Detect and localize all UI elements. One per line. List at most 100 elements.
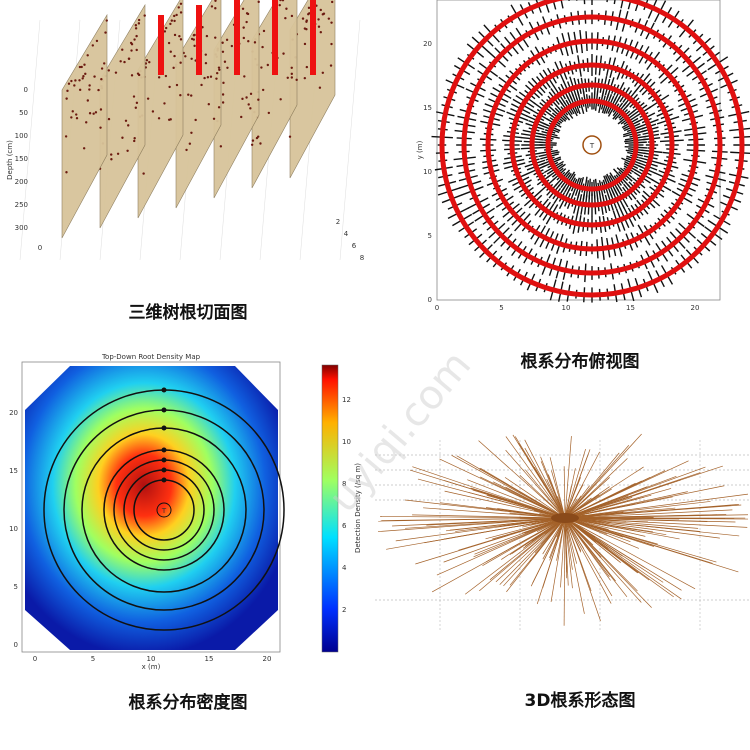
y-tick-label: 15 xyxy=(423,104,432,112)
root xyxy=(386,517,566,550)
root-point xyxy=(132,95,136,98)
root xyxy=(412,514,566,519)
root xyxy=(564,517,573,589)
root-tick xyxy=(613,0,616,5)
slice xyxy=(213,0,260,199)
caption: 3D根系形态图 xyxy=(525,690,636,711)
root-point xyxy=(240,115,243,119)
root-point xyxy=(133,38,136,41)
root xyxy=(564,517,708,523)
root-point xyxy=(319,8,322,12)
x-tick-label: 0 xyxy=(435,304,439,312)
root-point xyxy=(279,98,282,101)
ring-dot xyxy=(161,387,167,393)
ring xyxy=(439,0,745,298)
ring xyxy=(485,38,699,252)
root-point xyxy=(205,34,209,38)
y-tick-label: 5 xyxy=(428,232,432,240)
root-point xyxy=(305,20,308,24)
y-tick-label: 10 xyxy=(423,168,432,176)
root-point xyxy=(242,26,245,29)
root-point xyxy=(193,44,196,48)
root-point xyxy=(221,101,225,104)
root-point xyxy=(121,136,124,139)
root xyxy=(564,436,572,519)
root-point xyxy=(245,96,248,99)
root-point xyxy=(203,76,206,80)
root xyxy=(564,517,713,564)
root xyxy=(564,517,585,614)
root-point xyxy=(303,76,307,80)
root xyxy=(444,490,566,519)
ring-dot xyxy=(161,477,167,483)
root-point xyxy=(169,22,172,26)
root xyxy=(564,517,578,564)
root-point xyxy=(261,88,265,92)
y-tick-label: 20 xyxy=(9,409,18,417)
x-tick-label: 5 xyxy=(499,304,503,312)
root-point xyxy=(330,0,334,4)
root xyxy=(405,517,566,529)
root-point xyxy=(303,27,307,30)
root-point xyxy=(175,83,179,87)
root-tick xyxy=(583,0,586,5)
root-point xyxy=(94,111,98,114)
root-point xyxy=(250,143,254,147)
root-point xyxy=(257,98,260,101)
root-point xyxy=(164,26,168,30)
root xyxy=(489,517,566,581)
root xyxy=(564,517,613,597)
root-point xyxy=(242,36,246,40)
root-point xyxy=(226,66,229,69)
root xyxy=(436,517,566,576)
root xyxy=(564,517,568,579)
root xyxy=(564,517,602,558)
ring-dot xyxy=(161,457,167,463)
x-tick-label: 20 xyxy=(263,655,272,663)
y-tick-label: 5 xyxy=(14,583,18,591)
density-figure: Top-Down Root Density Map x (m) Detectio… xyxy=(9,353,362,671)
root-point xyxy=(192,34,196,37)
colorbar-tick-label: 10 xyxy=(342,438,351,446)
root xyxy=(564,517,667,536)
root-point xyxy=(119,60,122,63)
root-point xyxy=(209,75,213,78)
root-point xyxy=(267,111,271,115)
root-point xyxy=(110,153,113,156)
root-point xyxy=(192,38,195,41)
root xyxy=(542,517,566,588)
ring xyxy=(545,98,639,192)
tree xyxy=(582,135,602,155)
root-point xyxy=(164,74,168,78)
root-point xyxy=(179,61,182,64)
root xyxy=(564,517,616,582)
root-tick xyxy=(620,0,624,9)
root-point xyxy=(230,44,234,48)
root-point xyxy=(307,6,311,10)
root-point xyxy=(179,38,183,41)
root xyxy=(549,457,566,519)
root xyxy=(412,466,566,519)
ring-dot xyxy=(161,425,167,431)
root-point xyxy=(137,18,141,22)
root-point xyxy=(221,50,225,53)
root-point xyxy=(148,60,151,64)
root-point xyxy=(295,78,298,82)
root xyxy=(473,517,566,558)
root-point xyxy=(71,110,74,113)
root xyxy=(540,461,566,519)
caption: 三维树根切面图 xyxy=(129,302,248,323)
root xyxy=(564,458,628,519)
x-tick-label: 15 xyxy=(626,304,635,312)
root xyxy=(423,507,566,519)
root-point xyxy=(110,158,113,161)
heatmap xyxy=(25,366,278,650)
root xyxy=(564,480,642,519)
root-point xyxy=(221,41,224,44)
root xyxy=(564,517,610,578)
root-point xyxy=(73,84,76,87)
root-point xyxy=(288,135,292,138)
root-point xyxy=(114,71,118,74)
root-point xyxy=(330,21,333,24)
x-tick-label: 4 xyxy=(344,230,349,238)
